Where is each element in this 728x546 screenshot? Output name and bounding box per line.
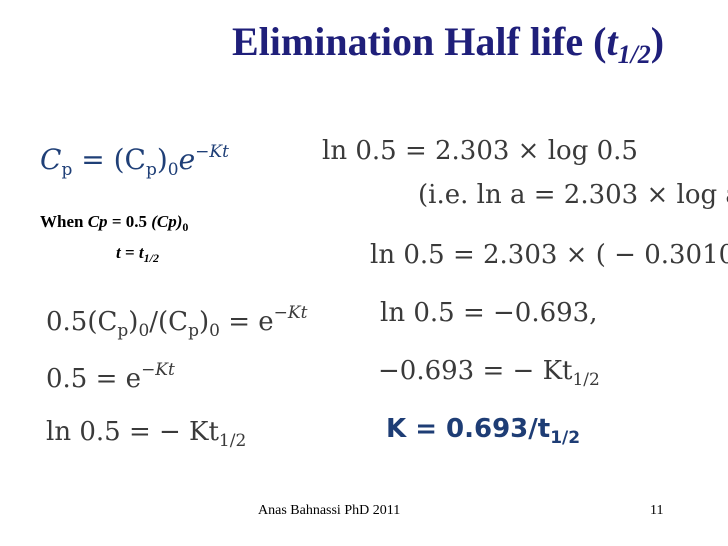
log-equation: ln 0.5 = − Kt1/2: [46, 417, 247, 451]
ie-note: (i.e. ln a = 2.303 × log a): [418, 180, 728, 210]
ln-value-equation: ln 0.5 = 2.303 × ( − 0.3010): [370, 240, 728, 270]
k-t-relation: −0.693 = − Kt1/2: [378, 356, 600, 390]
t-condition: t = t1/2: [116, 243, 159, 265]
when-condition: When Cp = 0.5 (Cp)0: [40, 212, 189, 234]
slide-title: Elimination Half life (t1/2): [232, 19, 665, 69]
footer-author: Anas Bahnassi PhD 2011: [258, 503, 401, 518]
exponential-equation: 0.5 = e−Kt: [46, 360, 175, 394]
ln-log-equation: ln 0.5 = 2.303 × log 0.5: [322, 136, 638, 166]
ln-result: ln 0.5 = −0.693,: [380, 298, 598, 328]
concentration-equation: Cp = (Cp)0e−Kt: [40, 142, 229, 180]
slide-number: 11: [650, 503, 664, 518]
k-formula: K = 0.693/t1/2: [386, 414, 581, 448]
ratio-equation: 0.5(Cp)0/(Cp)0 = e−Kt: [46, 303, 308, 341]
